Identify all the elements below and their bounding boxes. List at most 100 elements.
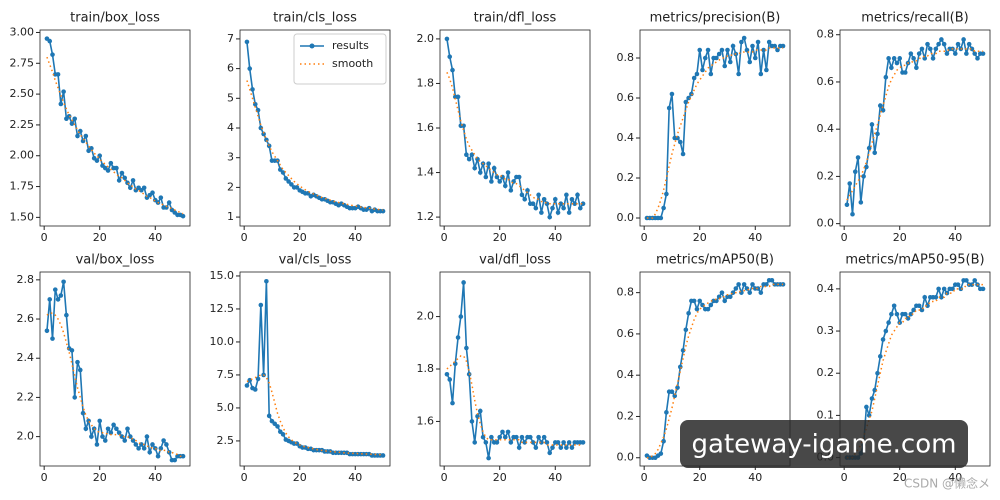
point bbox=[505, 170, 511, 175]
y-tick-label: 0.8 bbox=[817, 28, 835, 41]
x-tick-label: 0 bbox=[441, 231, 448, 244]
point bbox=[122, 175, 128, 181]
point bbox=[125, 426, 130, 432]
y-tick-label: 1.4 bbox=[417, 166, 435, 179]
y-tick-label: 4 bbox=[227, 121, 234, 134]
point bbox=[180, 453, 186, 459]
point bbox=[547, 214, 553, 220]
point bbox=[664, 410, 669, 415]
y-tick-label: 1.6 bbox=[417, 121, 435, 134]
point bbox=[719, 47, 725, 53]
series-line bbox=[446, 72, 584, 205]
point bbox=[550, 205, 555, 211]
point bbox=[683, 327, 689, 333]
point bbox=[752, 55, 758, 61]
point bbox=[458, 314, 464, 319]
y-tick-label: 2.00 bbox=[10, 149, 35, 162]
point bbox=[130, 438, 136, 443]
legend-label: results bbox=[332, 39, 369, 52]
y-tick-label: 0.2 bbox=[617, 171, 635, 184]
point bbox=[955, 41, 961, 47]
point bbox=[494, 174, 500, 180]
point bbox=[122, 438, 128, 443]
point bbox=[939, 37, 944, 42]
y-tick-label: 0.0 bbox=[817, 217, 835, 230]
y-tick-label: 6 bbox=[227, 62, 234, 75]
series-line bbox=[646, 283, 784, 459]
point bbox=[289, 182, 294, 187]
subplot-title: metrics/precision(B) bbox=[650, 11, 781, 26]
y-tick-label: 0.4 bbox=[817, 122, 835, 135]
point bbox=[119, 170, 125, 176]
point bbox=[50, 336, 55, 341]
plot-frame bbox=[839, 29, 991, 227]
point bbox=[569, 445, 575, 450]
point bbox=[172, 457, 178, 463]
point bbox=[761, 47, 766, 53]
point bbox=[533, 445, 539, 450]
point bbox=[280, 170, 286, 175]
series-line bbox=[46, 312, 184, 457]
point bbox=[677, 364, 683, 370]
x-tick-label: 20 bbox=[93, 231, 107, 244]
point bbox=[264, 278, 269, 284]
point bbox=[702, 55, 708, 61]
x-tick-label: 40 bbox=[148, 471, 162, 484]
series-line bbox=[846, 48, 984, 201]
point bbox=[744, 47, 750, 53]
point bbox=[472, 440, 478, 445]
point bbox=[925, 303, 930, 309]
point bbox=[155, 453, 161, 459]
point bbox=[102, 438, 108, 443]
x-tick-label: 40 bbox=[748, 231, 762, 244]
point bbox=[566, 210, 572, 215]
y-tick-label: 12.5 bbox=[210, 302, 235, 315]
watermark-site: gateway-igame.com bbox=[692, 430, 957, 460]
point bbox=[939, 295, 944, 300]
point bbox=[500, 429, 505, 435]
x-tick-label: 20 bbox=[693, 231, 707, 244]
point bbox=[925, 41, 930, 47]
point bbox=[580, 440, 586, 445]
x-tick-label: 20 bbox=[693, 471, 707, 484]
x-tick-label: 20 bbox=[93, 471, 107, 484]
point bbox=[244, 383, 250, 388]
y-tick-label: 0.6 bbox=[617, 327, 635, 340]
point bbox=[86, 418, 91, 424]
point bbox=[727, 294, 733, 300]
point bbox=[525, 188, 530, 193]
point bbox=[522, 440, 528, 445]
point bbox=[450, 67, 455, 73]
x-tick-label: 40 bbox=[148, 231, 162, 244]
point bbox=[572, 201, 578, 207]
point bbox=[944, 51, 950, 56]
y-tick-label: 0.1 bbox=[817, 408, 835, 421]
point bbox=[741, 35, 747, 41]
point bbox=[447, 54, 453, 60]
x-tick-label: 20 bbox=[893, 471, 907, 484]
point bbox=[766, 39, 772, 45]
point bbox=[694, 71, 700, 77]
y-tick-label: 2.25 bbox=[10, 118, 35, 131]
point bbox=[541, 434, 547, 440]
point bbox=[919, 46, 925, 52]
point bbox=[550, 445, 555, 450]
point bbox=[533, 205, 539, 211]
y-tick-label: 5.0 bbox=[217, 401, 235, 414]
point bbox=[680, 151, 686, 157]
point bbox=[266, 413, 272, 419]
point bbox=[741, 282, 747, 287]
point bbox=[577, 205, 583, 211]
point bbox=[61, 89, 66, 94]
x-tick-label: 40 bbox=[748, 471, 762, 484]
subplot: train/dfl_loss 0 20 40 1.2 1.4 1.6 1.8 2.0 bbox=[417, 11, 591, 244]
point bbox=[691, 298, 697, 304]
x-tick-label: 0 bbox=[241, 471, 248, 484]
point bbox=[669, 389, 675, 395]
point bbox=[941, 286, 947, 292]
point bbox=[469, 419, 475, 424]
y-tick-label: 2.75 bbox=[10, 56, 35, 69]
point bbox=[530, 440, 536, 445]
point bbox=[514, 434, 519, 440]
